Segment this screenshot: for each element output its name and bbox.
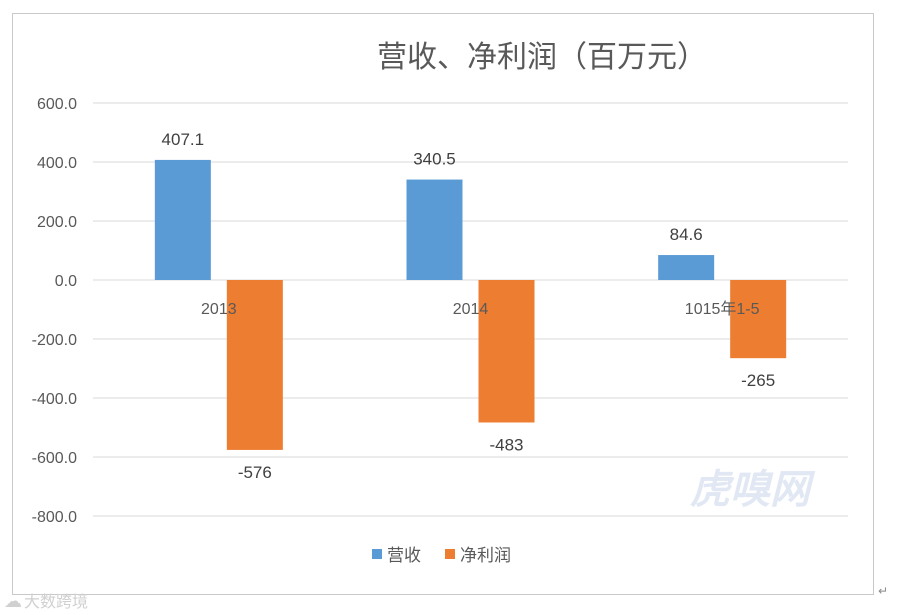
- data-label: 407.1: [162, 130, 205, 149]
- corner-brand-text: 大数跨境: [24, 592, 89, 611]
- y-tick-label: -800.0: [32, 509, 77, 526]
- bar-net-profit: [226, 280, 283, 450]
- y-tick-label: 400.0: [37, 155, 77, 172]
- chat-bubble-icon: ☁: [4, 591, 22, 612]
- bar-revenue: [658, 255, 715, 280]
- data-label: -483: [489, 435, 523, 454]
- data-label: 340.5: [413, 150, 456, 169]
- category-labels: 2013 2014 1015年1-5: [201, 300, 760, 318]
- y-tick-label: 600.0: [37, 96, 77, 113]
- chart-title: 营收、净利润（百万元）: [377, 40, 707, 75]
- data-label: -576: [238, 463, 272, 482]
- y-axis-ticks: 600.0 400.0 200.0 0.0 -200.0 -400.0 -600.0 -800…: [32, 96, 77, 526]
- y-tick-label: -600.0: [32, 450, 77, 467]
- y-tick-label: 200.0: [37, 214, 77, 231]
- data-labels: 407.1 -576 340.5 -483 84.6 -265: [162, 130, 776, 482]
- legend-swatch: [372, 549, 382, 559]
- y-tick-label: -400.0: [32, 391, 77, 408]
- category-label: 2013: [201, 301, 237, 318]
- bar-net-profit: [730, 280, 787, 359]
- paragraph-mark: ↵: [878, 584, 889, 598]
- y-tick-label: 0.0: [55, 273, 77, 290]
- corner-brand: ☁ 大数跨境: [4, 588, 88, 612]
- bar-revenue: [154, 159, 211, 280]
- gridlines: [93, 102, 848, 517]
- bars: [154, 159, 787, 450]
- y-tick-label: -200.0: [32, 332, 77, 349]
- data-label: 84.6: [670, 225, 703, 244]
- legend-swatch: [445, 549, 455, 559]
- bar-net-profit: [478, 280, 535, 423]
- bar-revenue: [406, 179, 463, 280]
- data-label: -265: [741, 371, 775, 390]
- watermark: 虎嗅网: [690, 467, 816, 513]
- category-label: 1015年1-5: [685, 300, 760, 318]
- legend-label: 净利润: [460, 546, 511, 566]
- legend-label: 营收: [387, 546, 421, 566]
- legend: 营收 净利润: [372, 546, 511, 566]
- category-label: 2014: [453, 301, 489, 318]
